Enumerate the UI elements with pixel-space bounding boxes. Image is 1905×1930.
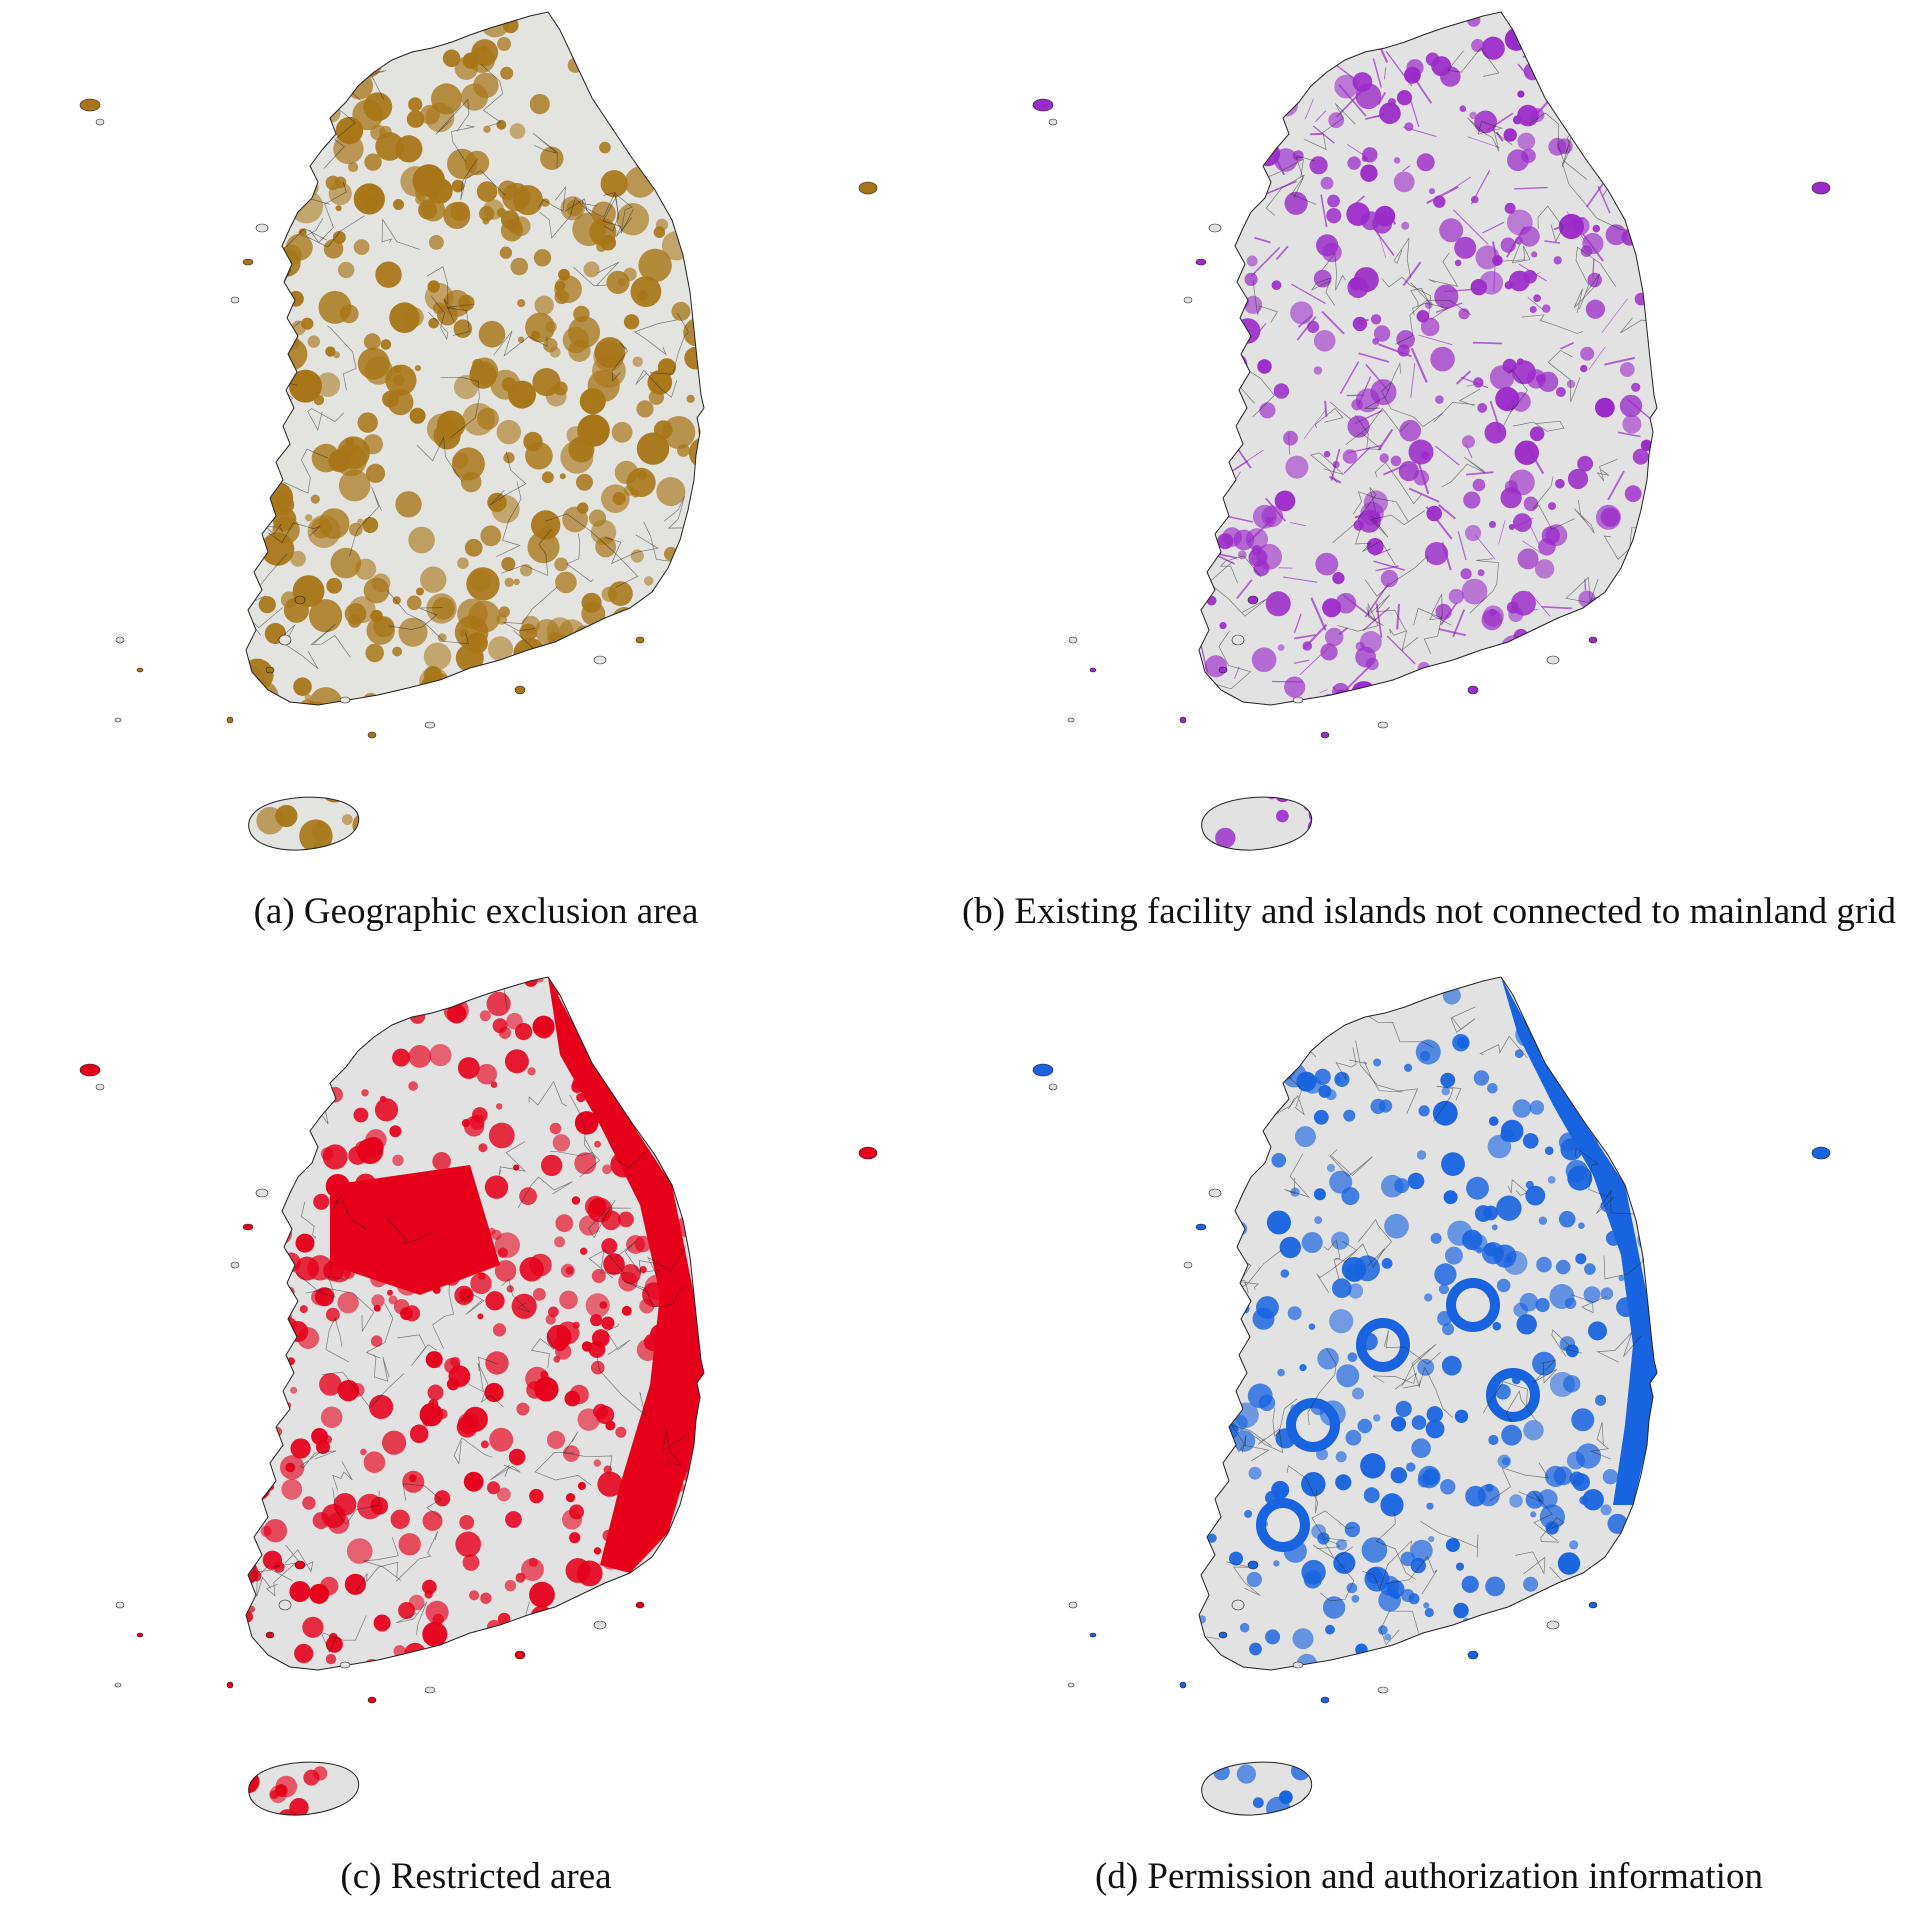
district-boundaries [1208,47,1657,711]
mainland-outline [1198,11,1658,706]
caption-d: (d) Permission and authorization informa… [1095,1856,1763,1897]
caption-b: (b) Existing facility and islands not co… [961,891,1897,932]
map-c [79,976,878,1816]
small-islands [79,98,878,739]
mainland-outline [1198,976,1658,1671]
jeju-outline [248,1761,360,1816]
map-d [1032,976,1831,1816]
small-islands [1032,98,1831,739]
jeju-outline [1201,1761,1313,1816]
caption-a: (a) Geographic exclusion area [253,891,699,932]
map-a [79,11,878,851]
jeju-outline [248,796,360,851]
map-panel-a: (a) Geographic exclusion area [0,0,952,965]
map-panel-c: (c) Restricted area [0,965,952,1930]
mainland-outline [245,11,705,706]
map-b [1032,11,1831,851]
mainland-outline [245,976,705,1671]
jeju-outline [1201,796,1313,851]
small-islands [1032,1063,1831,1704]
caption-c: (c) Restricted area [340,1856,612,1897]
map-panel-d: (d) Permission and authorization informa… [953,965,1905,1930]
small-islands [79,1063,878,1704]
map-panel-b: (b) Existing facility and islands not co… [953,0,1905,965]
